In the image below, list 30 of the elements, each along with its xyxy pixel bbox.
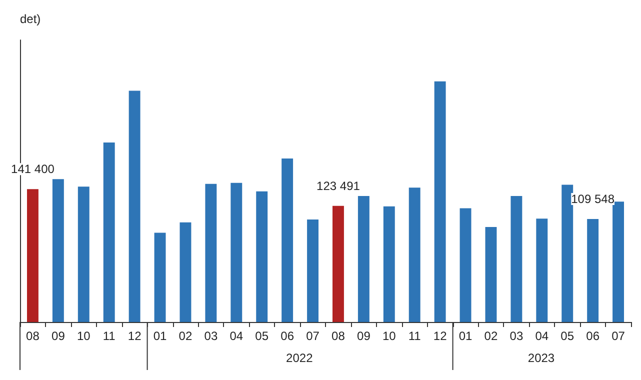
x-tick-label: 11 [102, 329, 116, 343]
x-tick-label: 03 [510, 329, 524, 343]
x-tick-label: 12 [128, 329, 142, 343]
x-tick-label: 04 [535, 329, 549, 343]
x-tick-label: 09 [357, 329, 371, 343]
x-tick-label: 05 [255, 329, 269, 343]
x-tick-label: 04 [230, 329, 244, 343]
x-tick-label: 10 [382, 329, 396, 343]
x-tick-label: 01 [153, 329, 168, 343]
x-tick-label: 02 [178, 329, 192, 343]
x-tick-label: 11 [408, 329, 422, 343]
x-tick-label: 06 [586, 329, 600, 343]
text: 2023 [528, 351, 555, 365]
x-tick-label: 09 [52, 329, 66, 343]
x-tick-label: 08 [332, 329, 346, 343]
x-tick-label: 07 [612, 329, 626, 343]
x-tick-label: 01 [458, 329, 473, 343]
x-tick-label: 06 [280, 329, 294, 343]
data-label: 141 400 [11, 162, 55, 176]
x-tick-label: 10 [76, 329, 91, 343]
x-tick-label: 02 [484, 329, 498, 343]
x-tick-label: 05 [560, 329, 574, 343]
x-tick-label: 03 [204, 329, 218, 343]
data-label: 123 491 [316, 178, 360, 193]
x-tick-label: 08 [26, 329, 40, 343]
x-tick-label: 12 [433, 329, 448, 343]
data-label: 109 548 [571, 192, 615, 206]
y-axis-title: det) [20, 12, 41, 26]
text: 2022 [286, 351, 314, 365]
x-tick-label: 07 [306, 329, 320, 343]
